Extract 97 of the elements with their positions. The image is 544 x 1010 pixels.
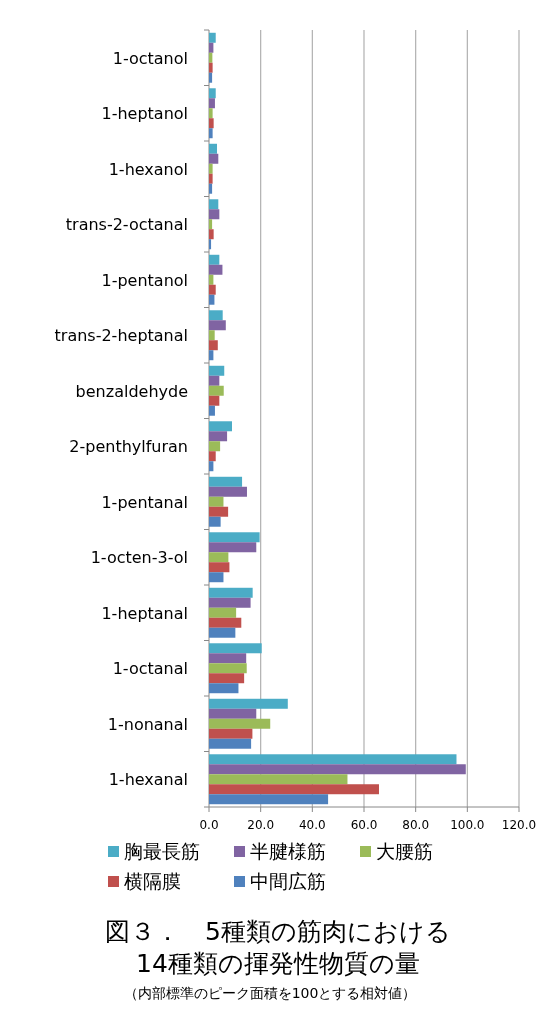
- bar: [209, 153, 219, 164]
- bar: [209, 274, 214, 285]
- bar: [209, 209, 220, 220]
- bar: [209, 320, 226, 331]
- y-tick-label: 1-nonanal: [107, 714, 188, 734]
- bar: [209, 784, 379, 795]
- bar: [209, 183, 213, 194]
- y-tick-label: 1-heptanol: [101, 104, 188, 124]
- bar: [209, 643, 262, 654]
- bar: [209, 42, 214, 53]
- bar: [209, 340, 218, 351]
- bar: [209, 264, 223, 275]
- bar: [209, 774, 348, 785]
- y-tick-label: 1-heptanal: [101, 603, 188, 623]
- bar: [209, 506, 229, 517]
- y-tick-label: 1-pentanol: [101, 270, 188, 290]
- y-tick-label: 1-hexanal: [108, 770, 188, 790]
- bar: [209, 128, 213, 139]
- x-tick-label: 40.0: [298, 818, 326, 832]
- y-tick-label: 1-pentanal: [101, 492, 188, 512]
- bar: [209, 496, 224, 507]
- bar: [209, 738, 252, 749]
- bar: [209, 754, 457, 765]
- bar: [209, 173, 213, 184]
- legend-label: 横隔膜: [124, 870, 181, 892]
- bar: [209, 516, 221, 527]
- bar: [209, 673, 245, 684]
- x-tick-label: 120.0: [501, 818, 537, 832]
- bar: [209, 310, 223, 321]
- bar: [209, 118, 214, 129]
- legend-label: 中間広筋: [250, 870, 326, 892]
- bar: [209, 718, 271, 729]
- text: （内部標準のピーク面積を100とする相対値）: [123, 985, 417, 1001]
- bar: [209, 72, 213, 83]
- bar: [209, 597, 251, 608]
- bar: [209, 698, 288, 709]
- bar: [209, 421, 232, 432]
- bar: [209, 794, 329, 805]
- bar: [209, 229, 214, 240]
- bar: [209, 199, 219, 210]
- bar: [209, 163, 213, 174]
- y-tick-label: benzaldehyde: [75, 381, 188, 401]
- bar: [209, 653, 247, 664]
- bar: [209, 350, 214, 361]
- bar: [209, 451, 216, 462]
- x-tick-label: 60.0: [350, 818, 378, 832]
- bar: [209, 32, 216, 43]
- y-tick-label: 1-octen-3-ol: [90, 548, 188, 568]
- bar: [209, 486, 247, 497]
- bar: [209, 542, 257, 553]
- bar: [209, 219, 213, 230]
- bar: [209, 461, 214, 472]
- bar: [209, 284, 216, 295]
- y-tick-label: 1-hexanol: [108, 159, 188, 179]
- bar: [209, 98, 215, 109]
- bar: [209, 375, 220, 386]
- bar: [209, 552, 229, 563]
- bar: [209, 476, 243, 487]
- bar: [209, 405, 215, 416]
- bar: [209, 683, 239, 694]
- bar: [209, 532, 260, 543]
- bar: [209, 607, 237, 618]
- x-tick-label: 0.0: [199, 818, 219, 832]
- bar: [209, 62, 213, 73]
- bar: [209, 330, 215, 341]
- bar: [209, 254, 220, 265]
- bar: [209, 395, 220, 406]
- y-tick-label: trans-2-octanal: [65, 215, 188, 235]
- y-tick-label: 2-penthylfuran: [69, 437, 188, 457]
- bar: [209, 239, 212, 250]
- bar: [209, 441, 221, 452]
- bar: [209, 294, 215, 305]
- text: 図３． 5種類の筋肉における 14種類の揮発性物質の量: [105, 917, 451, 978]
- bar: [209, 562, 230, 573]
- x-tick-label: 80.0: [402, 818, 430, 832]
- y-tick-label: 1-octanal: [112, 659, 188, 679]
- bar: [209, 663, 247, 674]
- bar: [209, 764, 466, 775]
- bar: [209, 431, 228, 442]
- bar: [209, 617, 242, 628]
- x-tick-label: 20.0: [247, 818, 275, 832]
- legend-label: 胸最長筋: [124, 840, 200, 862]
- bar: [209, 572, 224, 583]
- bar: [209, 365, 225, 376]
- x-tick-label: 100.0: [450, 818, 485, 832]
- y-tick-label: trans-2-heptanal: [54, 326, 188, 346]
- bar: [209, 627, 236, 638]
- legend-label: 大腰筋: [376, 840, 433, 862]
- bar: [209, 88, 216, 99]
- y-tick-label: 1-octanol: [112, 48, 188, 68]
- bar: [209, 587, 253, 598]
- bar: [209, 143, 218, 154]
- bar: [209, 108, 213, 119]
- legend-label: 半腱様筋: [250, 840, 326, 862]
- bar: [209, 385, 224, 396]
- bar: [209, 728, 253, 739]
- bar: [209, 708, 257, 719]
